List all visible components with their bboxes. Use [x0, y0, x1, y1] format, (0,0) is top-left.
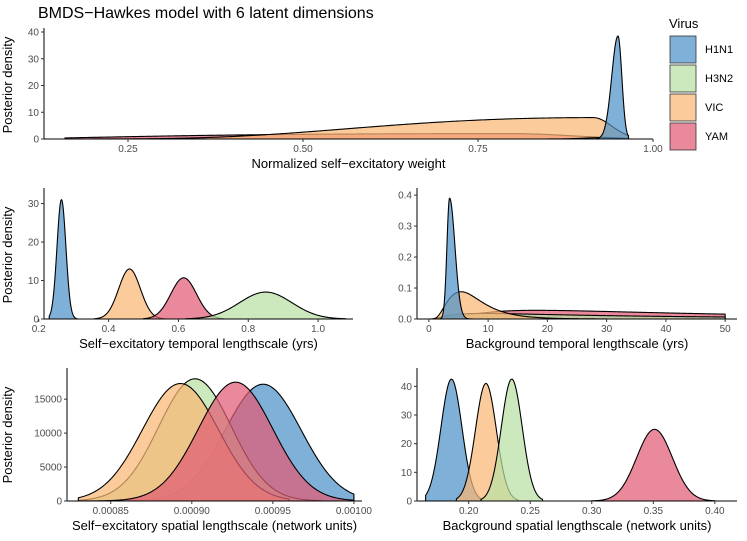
x-tick-label: 0.00085 — [93, 506, 130, 517]
x-tick-label: 1.0 — [311, 324, 325, 335]
y-tick-label: 15000 — [34, 395, 62, 406]
x-tick-label: 0.25 — [118, 144, 138, 155]
x-axis-title: Self−excitatory temporal lengthscale (yr… — [79, 336, 318, 351]
x-tick-label: 0.00100 — [336, 506, 373, 517]
x-tick-label: 20 — [542, 324, 554, 335]
y-tick-label: 10000 — [34, 429, 62, 440]
y-tick-label: 10 — [28, 276, 40, 287]
y-tick-label: 0 — [33, 135, 39, 146]
y-tick-label: 40 — [401, 382, 413, 393]
panel-self-excitatory-weight: 0.25 0.50 0.75 1.00 0 10 20 30 40 Normalized self… — [0, 28, 663, 172]
y-tick-label: 0.4 — [398, 191, 412, 202]
x-tick-label: 40 — [660, 324, 672, 335]
y-tick-label: 0 — [33, 315, 39, 326]
panel-self-excitatory-spatial: 0.00085 0.00090 0.00095 0.00100 0 5000 10000 15… — [0, 368, 372, 533]
y-tick-label: 30 — [401, 411, 413, 422]
y-tick-label: 10 — [401, 468, 413, 479]
x-axis-title: Background spatial lengthscale (network … — [443, 518, 712, 533]
x-tick-label: 1.00 — [643, 144, 663, 155]
y-tick-label: 40 — [28, 28, 40, 39]
legend-key-vic — [669, 93, 697, 122]
legend-label-h1n1: H1N1 — [705, 44, 733, 56]
y-tick-label: 30 — [28, 54, 40, 65]
legend-label-vic: VIC — [705, 102, 723, 114]
legend-key-h1n1 — [669, 35, 697, 64]
x-axis-title: Normalized self−excitatory weight — [252, 156, 446, 171]
x-tick-label: 30 — [601, 324, 613, 335]
x-tick-label: 0.00090 — [174, 506, 211, 517]
legend-label-h3n2: H3N2 — [705, 73, 733, 85]
x-tick-label: 0.20 — [459, 506, 479, 517]
y-tick-label: 20 — [401, 439, 413, 450]
y-tick-label: 0.3 — [398, 222, 412, 233]
x-tick-label: 50 — [720, 324, 732, 335]
density-vic — [94, 268, 166, 320]
legend-title: Virus — [669, 16, 699, 31]
figure-title: BMDS−Hawkes model with 6 latent dimensio… — [38, 5, 374, 22]
x-tick-label: 0.6 — [171, 324, 185, 335]
legend-key-yam — [669, 122, 697, 151]
legend: Virus H1N1 H3N2 VIC YAM — [669, 16, 733, 151]
x-tick-label: 0.25 — [520, 506, 540, 517]
x-tick-label: 0.2 — [32, 324, 46, 335]
x-tick-label: 0.35 — [644, 506, 664, 517]
y-tick-label: 0.1 — [398, 284, 412, 295]
x-tick-label: 0.8 — [241, 324, 255, 335]
x-tick-label: 0.4 — [102, 324, 116, 335]
x-axis-title: Background temporal lengthscale (yrs) — [466, 336, 689, 351]
x-axis-title: Self−excitatory spatial lengthscale (net… — [72, 518, 357, 533]
y-tick-label: 20 — [28, 238, 40, 249]
y-tick-label: 5000 — [40, 463, 63, 474]
y-tick-label: 10 — [28, 108, 40, 119]
y-axis-title: Posterior density — [0, 36, 15, 133]
y-tick-label: 0 — [406, 497, 412, 508]
legend-key-h3n2 — [669, 64, 697, 93]
panel-background-temporal: 0 10 20 30 40 50 0.0 0.1 0.2 0.3 0.4 Background tem… — [398, 188, 737, 351]
y-tick-label: 30 — [28, 199, 40, 210]
panel-background-spatial: 0.20 0.25 0.30 0.35 0.40 0 10 20 30 40 Background … — [401, 368, 737, 533]
density-h1n1 — [48, 199, 78, 320]
legend-label-yam: YAM — [705, 131, 728, 143]
x-tick-label: 0.50 — [293, 144, 313, 155]
y-axis-title: Posterior density — [0, 386, 15, 483]
x-tick-label: 0 — [426, 324, 432, 335]
y-tick-label: 0.0 — [398, 315, 412, 326]
x-tick-label: 0.30 — [582, 506, 602, 517]
density-yam — [77, 381, 355, 502]
x-tick-label: 10 — [483, 324, 495, 335]
x-tick-label: 0.40 — [705, 506, 725, 517]
density-yam — [591, 428, 716, 502]
x-tick-label: 0.00095 — [255, 506, 292, 517]
y-tick-label: 20 — [28, 81, 40, 92]
x-tick-label: 0.75 — [468, 144, 488, 155]
density-yam — [142, 277, 225, 320]
y-axis-title: Posterior density — [0, 206, 15, 303]
density-h3n2 — [480, 378, 544, 502]
y-tick-label: 0 — [56, 497, 62, 508]
y-tick-label: 0.2 — [398, 253, 412, 264]
density-h3n2 — [184, 291, 347, 320]
panel-self-excitatory-temporal: 0.2 0.4 0.6 0.8 1.0 0 10 20 30 Self−excitatory te… — [0, 188, 353, 351]
